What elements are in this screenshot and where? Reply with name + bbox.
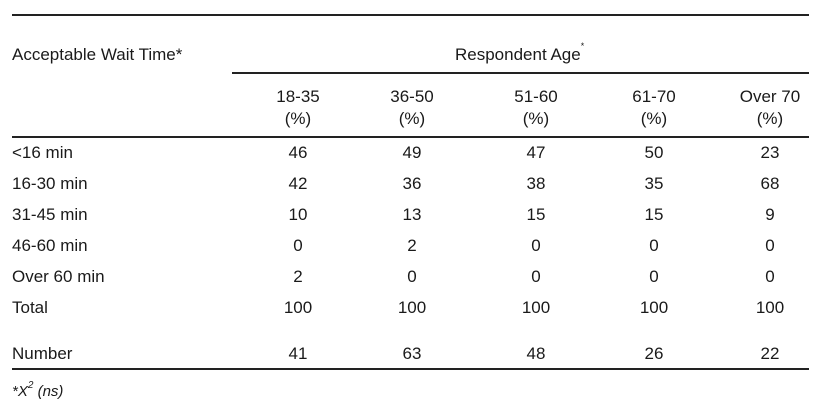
column-header: 18-35 (%) bbox=[253, 86, 343, 130]
table-cell: 100 bbox=[521, 298, 551, 317]
table-cell: 63 bbox=[402, 344, 422, 363]
row-label: Number bbox=[12, 344, 73, 363]
column-header: Over 70 (%) bbox=[725, 86, 815, 130]
footnote: *X2 (ns) bbox=[12, 380, 64, 400]
column-header-range: 18-35 bbox=[276, 87, 320, 106]
table-cell: 0 bbox=[407, 267, 417, 286]
column-header-unit: (%) bbox=[640, 109, 668, 128]
row-label: 16-30 min bbox=[12, 174, 88, 193]
table-cell: 15 bbox=[644, 205, 664, 224]
table-cell: 22 bbox=[760, 344, 780, 363]
column-header-range: 61-70 bbox=[632, 87, 676, 106]
table-cell: 38 bbox=[526, 174, 546, 193]
column-header: 51-60 (%) bbox=[491, 86, 581, 130]
column-header-range: Over 70 bbox=[739, 87, 801, 106]
row-label: <16 min bbox=[12, 143, 73, 162]
table-cell: 0 bbox=[649, 267, 659, 286]
column-header-unit: (%) bbox=[284, 109, 312, 128]
table-cell: 41 bbox=[288, 344, 308, 363]
table-cell: 15 bbox=[526, 205, 546, 224]
group-rule bbox=[232, 72, 809, 74]
table-cell: 42 bbox=[288, 174, 308, 193]
top-rule bbox=[12, 14, 809, 16]
table-cell: 0 bbox=[531, 236, 541, 255]
table-cell: 35 bbox=[644, 174, 664, 193]
bottom-rule bbox=[12, 368, 809, 370]
row-label: 46-60 min bbox=[12, 236, 88, 255]
footnote-suffix: (ns) bbox=[33, 383, 64, 400]
group-header: Respondent Age* bbox=[455, 41, 584, 65]
table-cell: 47 bbox=[526, 143, 546, 162]
footnote-prefix: *X bbox=[12, 383, 28, 400]
table-cell: 46 bbox=[288, 143, 308, 162]
table-cell: 68 bbox=[760, 174, 780, 193]
table-cell: 0 bbox=[531, 267, 541, 286]
table-cell: 49 bbox=[402, 143, 422, 162]
table-cell: 23 bbox=[760, 143, 780, 162]
table-cell: 100 bbox=[397, 298, 427, 317]
table-cell: 100 bbox=[283, 298, 313, 317]
table-cell: 2 bbox=[293, 267, 303, 286]
column-header-unit: (%) bbox=[398, 109, 426, 128]
table-cell: 0 bbox=[765, 267, 775, 286]
row-label: Over 60 min bbox=[12, 267, 105, 286]
row-label: Total bbox=[12, 298, 48, 317]
row-label: 31-45 min bbox=[12, 205, 88, 224]
column-header-range: 36-50 bbox=[390, 87, 434, 106]
column-header-range: 51-60 bbox=[514, 87, 558, 106]
header-rule bbox=[12, 136, 809, 138]
table-cell: 10 bbox=[288, 205, 308, 224]
column-header-unit: (%) bbox=[522, 109, 550, 128]
group-header-label: Respondent Age bbox=[455, 45, 581, 64]
table-cell: 48 bbox=[526, 344, 546, 363]
table-cell: 36 bbox=[402, 174, 422, 193]
table-cell: 26 bbox=[644, 344, 664, 363]
table-cell: 100 bbox=[639, 298, 669, 317]
table-cell: 50 bbox=[644, 143, 664, 162]
table-cell: 0 bbox=[293, 236, 303, 255]
table-cell: 9 bbox=[765, 205, 775, 224]
column-header: 36-50 (%) bbox=[367, 86, 457, 130]
table-cell: 2 bbox=[407, 236, 417, 255]
column-header-unit: (%) bbox=[756, 109, 784, 128]
table-cell: 0 bbox=[765, 236, 775, 255]
table-cell: 100 bbox=[755, 298, 785, 317]
column-header: 61-70 (%) bbox=[609, 86, 699, 130]
group-header-mark: * bbox=[580, 41, 585, 52]
table-cell: 0 bbox=[649, 236, 659, 255]
footnote-superscript: 2 bbox=[27, 380, 34, 391]
row-header-label: Acceptable Wait Time* bbox=[12, 45, 183, 64]
table-cell: 13 bbox=[402, 205, 422, 224]
